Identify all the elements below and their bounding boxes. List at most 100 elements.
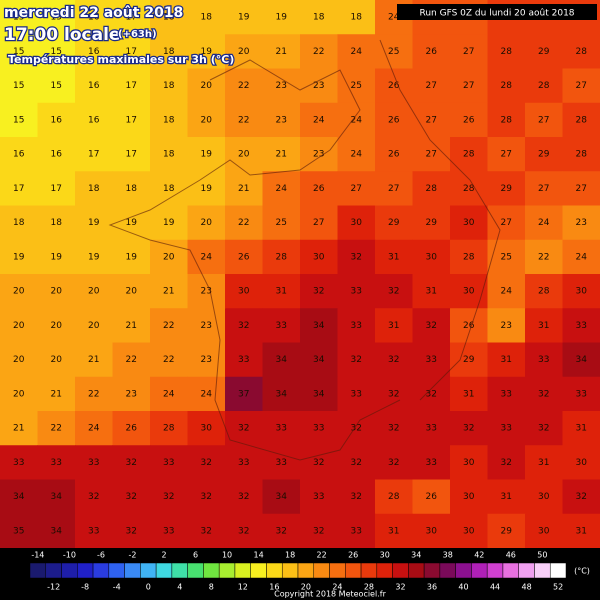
temperature-cell <box>487 411 526 446</box>
temperature-value: 29 <box>426 218 438 228</box>
temperature-value: 32 <box>313 287 324 297</box>
temperature-value: 24 <box>576 252 588 262</box>
temperature-value: 28 <box>501 81 513 91</box>
temperature-cell <box>112 0 151 35</box>
temperature-cell <box>0 479 38 515</box>
temperature-value: 31 <box>276 287 287 297</box>
temperature-value: 17 <box>51 184 62 194</box>
scale-swatch <box>203 562 220 579</box>
temperature-cell <box>262 205 301 241</box>
temperature-value: 24 <box>276 184 288 194</box>
temperature-cell <box>112 376 151 412</box>
temperature-value: 25 <box>276 218 287 228</box>
coastline <box>108 59 401 461</box>
temperature-value: 26 <box>238 252 250 262</box>
temperature-value: 30 <box>576 287 588 297</box>
scale-swatch <box>140 562 157 579</box>
temperature-cell <box>75 274 113 309</box>
temperature-value: 33 <box>426 424 437 434</box>
temperature-cell <box>450 376 488 412</box>
temperature-cell <box>75 137 113 172</box>
temperature-value: 28 <box>463 184 475 194</box>
temperature-cell <box>337 205 376 241</box>
temperature-cell <box>37 171 76 206</box>
temperature-cell <box>562 479 600 515</box>
temperature-cell <box>375 411 413 446</box>
temperature-cell <box>487 479 526 515</box>
scale-swatch <box>92 562 110 579</box>
temperature-value: 27 <box>501 150 512 160</box>
scale-swatch <box>455 562 472 579</box>
temperature-cell <box>262 411 301 446</box>
temperature-value: 23 <box>576 218 587 228</box>
temperature-value: 29 <box>501 526 513 536</box>
temperature-value: 23 <box>276 81 287 91</box>
temperature-value: 30 <box>576 458 588 468</box>
temperature-value: 24 <box>538 218 550 228</box>
temperature-cell <box>487 68 526 104</box>
temperature-value: 32 <box>276 526 287 536</box>
temperature-cell <box>112 102 151 138</box>
temperature-cell <box>262 137 301 172</box>
scale-swatch <box>345 562 362 579</box>
temperature-value: 22 <box>238 81 249 91</box>
temperature-cell <box>262 376 301 412</box>
temperature-cell <box>525 308 563 343</box>
scale-swatch <box>266 562 283 579</box>
temperature-value: 15 <box>51 13 62 23</box>
temperature-value: 33 <box>88 526 99 536</box>
temperature-cell <box>150 342 188 378</box>
temperature-value: 24 <box>163 389 175 399</box>
temperature-cell <box>375 274 413 309</box>
temperature-value: 20 <box>13 321 25 331</box>
temperature-value: 23 <box>276 115 287 125</box>
temperature-value: 30 <box>538 526 550 536</box>
temperature-value: 32 <box>426 389 437 399</box>
temperature-value: 24 <box>313 115 325 125</box>
scale-swatch <box>471 562 488 579</box>
scale-label: -8 <box>81 583 89 592</box>
temperature-cell <box>187 171 226 206</box>
temperature-value: 33 <box>351 321 362 331</box>
temperature-cell <box>225 239 263 275</box>
temperature-value: 19 <box>13 252 25 262</box>
temperature-value: 32 <box>388 287 399 297</box>
scale-swatch <box>297 562 315 579</box>
scale-swatch <box>234 562 251 579</box>
temperature-cell <box>562 68 600 104</box>
temperature-cell <box>412 102 451 138</box>
temperature-value: 24 <box>88 424 100 434</box>
temperature-cell <box>225 171 263 206</box>
temperature-cell <box>37 205 76 241</box>
scale-swatch <box>439 562 456 579</box>
temperature-cell <box>487 171 526 206</box>
temperature-cell <box>187 445 226 480</box>
temperature-cell <box>262 34 301 69</box>
temperature-value: 32 <box>126 526 137 536</box>
temperature-value: 28 <box>576 47 588 57</box>
temperature-cell <box>0 34 38 69</box>
temperature-value: 28 <box>276 252 288 262</box>
temperature-cell <box>0 376 38 412</box>
temperature-value: 21 <box>88 355 99 365</box>
temperature-cell <box>450 445 488 480</box>
temperature-value: 20 <box>51 355 63 365</box>
temperature-value: 20 <box>201 115 213 125</box>
temperature-value: 30 <box>201 424 213 434</box>
scale-swatch <box>281 562 299 579</box>
temperature-cell <box>75 34 113 69</box>
scale-label: 44 <box>490 583 500 592</box>
scale-label: 20 <box>301 583 311 592</box>
temperature-value: 15 <box>51 81 62 91</box>
temperature-cell <box>487 205 526 241</box>
temperature-value: 23 <box>501 321 512 331</box>
temperature-value: 30 <box>238 287 250 297</box>
temperature-cell <box>525 102 563 138</box>
temperature-cell <box>112 342 151 378</box>
temperature-value: 32 <box>238 526 249 536</box>
temperature-value: 32 <box>388 424 399 434</box>
temperature-value: 33 <box>238 355 249 365</box>
temperature-value: 32 <box>538 389 549 399</box>
temperature-value: 19 <box>88 252 100 262</box>
temperature-value: 31 <box>388 526 399 536</box>
